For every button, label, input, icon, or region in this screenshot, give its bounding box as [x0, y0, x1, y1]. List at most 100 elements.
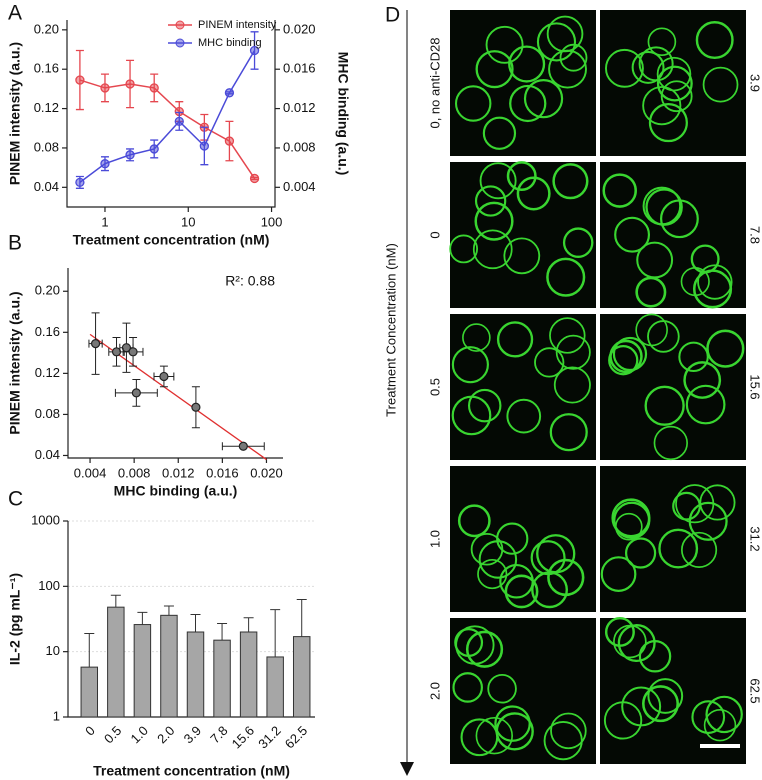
y-tick-label: 0.04 — [34, 179, 59, 194]
cell — [678, 341, 709, 373]
x-tick-label: 0.5 — [101, 723, 124, 746]
cell — [550, 712, 587, 750]
cell — [546, 15, 584, 53]
point — [149, 83, 159, 93]
y-tick-label: 0.12 — [35, 365, 60, 380]
cell — [691, 700, 726, 734]
cell — [613, 624, 647, 659]
point — [191, 402, 201, 412]
x-tick-label: 100 — [261, 214, 283, 229]
cell — [465, 630, 504, 668]
point — [75, 177, 85, 188]
annotation: R²: 0.88 — [225, 273, 275, 289]
error-bar — [110, 594, 121, 608]
y-tick-label: 1 — [53, 708, 60, 723]
cell — [454, 628, 484, 657]
cell — [647, 27, 677, 57]
point — [90, 339, 101, 349]
cell — [475, 50, 514, 89]
cell — [642, 685, 679, 723]
y-axis-label: PINEM intensity (a.u.) — [7, 291, 23, 434]
cell — [656, 65, 693, 102]
y-tick-label: 0.04 — [35, 447, 60, 462]
cell — [675, 484, 715, 524]
error-bar — [163, 605, 174, 616]
cell — [546, 257, 586, 297]
point — [100, 83, 110, 93]
cell — [472, 229, 513, 270]
error-bar — [296, 598, 307, 637]
x-axis-label: MHC binding (a.u.) — [114, 483, 238, 499]
cell — [706, 329, 745, 368]
y-axis-label: PINEM intensity (a.u.) — [7, 42, 23, 185]
x-axis-label: Treatment concentration (nM) — [73, 232, 270, 248]
cell — [496, 321, 534, 358]
error-bar — [84, 632, 95, 668]
cell — [658, 528, 699, 569]
cell — [683, 361, 722, 399]
x-tick-label: 62.5 — [282, 723, 311, 752]
cell — [451, 395, 492, 436]
cell — [499, 563, 534, 599]
micrograph — [450, 10, 596, 156]
cell — [653, 425, 688, 461]
arrow-head — [400, 762, 414, 776]
y-tick-label: 0.16 — [35, 324, 60, 339]
cell — [487, 673, 517, 704]
cell — [614, 216, 651, 253]
cell — [613, 501, 651, 539]
axes — [67, 268, 283, 459]
y-tick-label: 0.016 — [283, 61, 316, 76]
cell — [523, 79, 564, 119]
micrograph — [450, 618, 596, 764]
cell — [509, 84, 547, 123]
cell — [467, 388, 502, 423]
legend-marker — [175, 38, 185, 48]
cell — [702, 66, 739, 103]
cell — [474, 201, 514, 241]
micrograph — [600, 10, 746, 156]
error-bar — [243, 617, 254, 632]
x-tick-label: 10 — [181, 214, 195, 229]
point — [125, 79, 135, 89]
cell — [612, 336, 648, 372]
x-tick-label: 15.6 — [229, 723, 258, 752]
cell — [559, 43, 588, 72]
error-bar — [137, 611, 148, 625]
x-tick-label: 0.012 — [162, 465, 195, 480]
cell — [516, 176, 551, 211]
bar — [266, 656, 284, 718]
cell — [648, 103, 688, 143]
axis-label: Treatment Concentration (nM) — [383, 243, 398, 417]
x-tick-label: 0.004 — [74, 465, 107, 480]
point — [149, 144, 159, 154]
bar — [107, 606, 125, 718]
cell — [624, 537, 657, 569]
cell — [697, 264, 733, 300]
cell — [602, 173, 637, 208]
cell — [451, 346, 489, 384]
x-tick-label: 3.9 — [181, 723, 204, 746]
y-tick-label: 0.08 — [35, 406, 60, 421]
legend-marker — [175, 20, 185, 30]
bar — [213, 639, 231, 718]
panel-label: A — [8, 2, 22, 25]
y-tick-label: 0.008 — [283, 139, 316, 154]
cell — [703, 708, 737, 742]
cell — [462, 323, 491, 352]
cell — [543, 721, 583, 761]
cell — [508, 45, 546, 83]
row-label: 0 — [427, 231, 442, 238]
y-tick-label: 100 — [38, 578, 60, 593]
y-axis-label: MHC binding (a.u.) — [335, 52, 351, 176]
bar — [160, 614, 178, 718]
x-tick-label: 1 — [101, 214, 108, 229]
cell — [555, 334, 591, 370]
point — [75, 75, 85, 85]
point — [199, 141, 209, 151]
cell — [549, 317, 586, 354]
panel-label: C — [8, 488, 23, 511]
cell — [552, 163, 589, 200]
cell — [635, 313, 668, 347]
bar — [239, 631, 258, 718]
